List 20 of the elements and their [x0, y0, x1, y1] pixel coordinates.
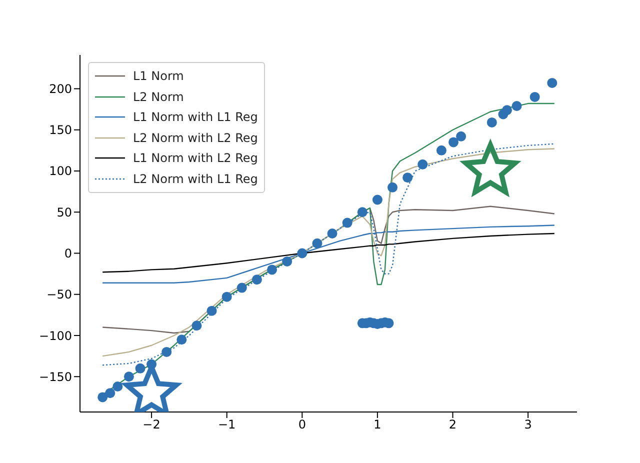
legend-label: L2 Norm with L1 Reg: [133, 172, 258, 186]
y-tick-label: 150: [49, 123, 72, 138]
legend-label: L1 Norm with L1 Reg: [133, 110, 258, 124]
x-tick-label: −2: [142, 418, 160, 432]
y-tick-label: 200: [49, 82, 72, 96]
x-tick-label: −1: [218, 418, 236, 432]
x-tick-label: 2: [448, 418, 457, 432]
y-tick-label: −100: [39, 328, 72, 343]
legend-label: L2 Norm with L2 Reg: [133, 130, 258, 145]
legend-label: L1 Norm with L2 Reg: [133, 151, 258, 166]
x-tick-label: 1: [374, 418, 382, 432]
y-tick-label: −150: [39, 370, 72, 384]
y-tick-label: 0: [64, 246, 72, 260]
y-tick-label: −50: [46, 288, 72, 302]
legend-label: L2 Norm: [133, 90, 184, 104]
x-tick-label: 0: [298, 418, 306, 432]
y-tick-label: 50: [56, 205, 72, 220]
legend-label: L1 Norm: [133, 69, 184, 84]
x-tick-label: 3: [524, 418, 532, 432]
y-tick-label: 100: [49, 164, 72, 178]
